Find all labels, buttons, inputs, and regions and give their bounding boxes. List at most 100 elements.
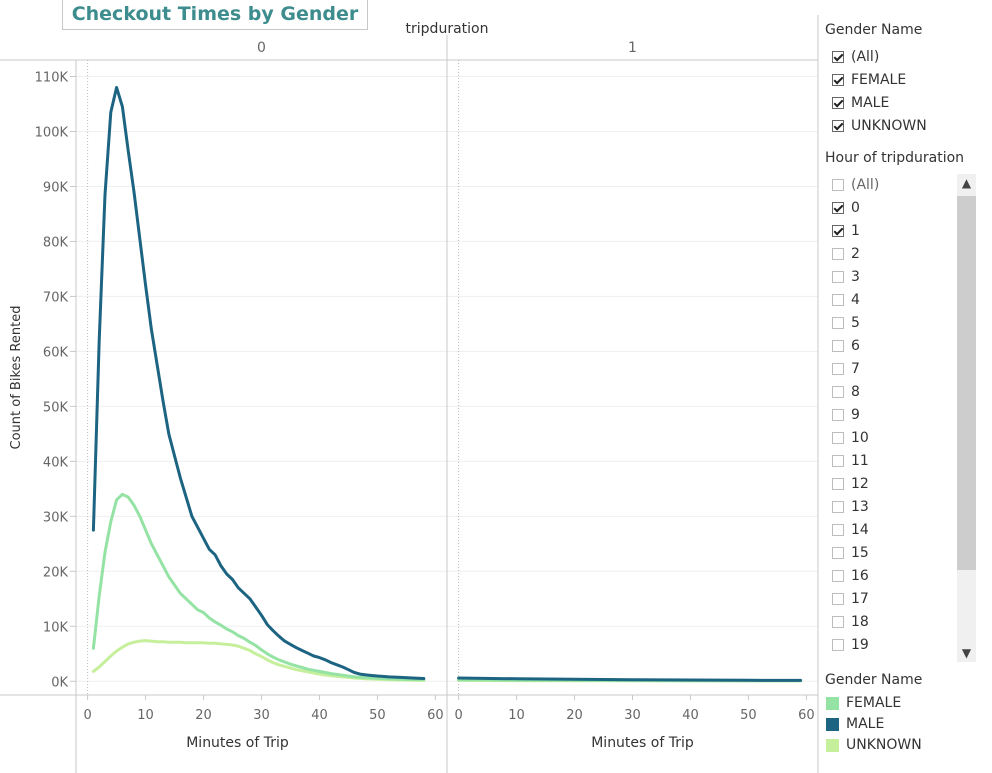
checkbox-label: 14 <box>851 522 869 538</box>
hour-filter-item[interactable]: 16 <box>832 566 869 586</box>
checkbox-checked-icon[interactable] <box>832 51 844 63</box>
checkbox-unchecked-icon[interactable] <box>832 455 844 467</box>
hour-filter-item[interactable]: 7 <box>832 359 860 379</box>
hour-filter-item[interactable]: 5 <box>832 313 860 333</box>
title-box: Checkout Times by Gender <box>62 0 368 30</box>
hour-filter-item[interactable]: 10 <box>832 428 869 448</box>
y-tick-label: 90K <box>43 180 69 195</box>
panel-header-0: 0 <box>257 40 266 56</box>
hour-filter-item[interactable]: 19 <box>832 635 869 655</box>
color-legend-title: Gender Name <box>825 672 923 688</box>
hour-filter-item[interactable]: 15 <box>832 543 869 563</box>
checkbox-label: 12 <box>851 476 869 492</box>
hour-filter-item[interactable]: 18 <box>832 612 869 632</box>
checkbox-unchecked-icon[interactable] <box>832 409 844 421</box>
hour-filter-item[interactable]: 13 <box>832 497 869 517</box>
x-tick-label: 40 <box>682 708 699 723</box>
checkbox-label: 10 <box>851 430 869 446</box>
gender-filter-item[interactable]: MALE <box>832 93 889 113</box>
hour-filter-item[interactable]: 4 <box>832 290 860 310</box>
checkbox-checked-icon[interactable] <box>832 202 844 214</box>
hour-filter-title: Hour of tripduration <box>825 150 965 166</box>
filter-panel: Gender Name (All) FEMALE MALE UNKNOWN Hour … <box>820 0 992 773</box>
scroll-up-icon[interactable]: ▲ <box>961 176 972 190</box>
panel-header-1: 1 <box>628 40 637 56</box>
hour-filter-item[interactable]: 6 <box>832 336 860 356</box>
checkbox-unchecked-icon[interactable] <box>832 593 844 605</box>
checkbox-unchecked-icon[interactable] <box>832 179 844 191</box>
x-tick-label: 60 <box>798 708 815 723</box>
checkbox-unchecked-icon[interactable] <box>832 271 844 283</box>
hour-filter-item[interactable]: 2 <box>832 244 860 264</box>
checkbox-unchecked-icon[interactable] <box>832 478 844 490</box>
checkbox-unchecked-icon[interactable] <box>832 501 844 513</box>
hour-filter-item[interactable]: 9 <box>832 405 860 425</box>
x-tick-label: 50 <box>740 708 757 723</box>
series-line-unknown-panel-0 <box>91 639 426 682</box>
legend-item[interactable]: FEMALE <box>826 693 901 713</box>
checkbox-label: 7 <box>851 361 860 377</box>
hour-filter-item[interactable]: 1 <box>832 221 860 241</box>
x-tick-label: 10 <box>508 708 525 723</box>
hour-filter-item[interactable]: 17 <box>832 589 869 609</box>
x-tick-label: 60 <box>427 708 444 723</box>
checkbox-checked-icon[interactable] <box>832 74 844 86</box>
checkbox-unchecked-icon[interactable] <box>832 639 844 651</box>
checkbox-label: 1 <box>851 223 860 239</box>
hour-filter-list[interactable]: (All) 0 1 2 3 4 5 6 7 8 9 10 11 12 13 14 15 16 17 18 19 <box>820 174 956 662</box>
checkbox-label: 18 <box>851 614 869 630</box>
gender-filter-item[interactable]: (All) <box>832 47 879 67</box>
x-tick-label: 20 <box>566 708 583 723</box>
checkbox-unchecked-icon[interactable] <box>832 317 844 329</box>
checkbox-label: 17 <box>851 591 869 607</box>
chart-title: Checkout Times by Gender <box>71 3 359 25</box>
checkbox-unchecked-icon[interactable] <box>832 570 844 582</box>
checkbox-checked-icon[interactable] <box>832 225 844 237</box>
checkbox-unchecked-icon[interactable] <box>832 432 844 444</box>
legend-swatch <box>826 738 839 752</box>
checkbox-checked-icon[interactable] <box>832 120 844 132</box>
hour-filter-scrollbar[interactable]: ▲ ▼ <box>957 174 976 662</box>
checkbox-label: MALE <box>851 95 890 111</box>
series-line-male-panel-0 <box>91 86 426 680</box>
checkbox-unchecked-icon[interactable] <box>832 547 844 559</box>
hour-filter-item[interactable]: 0 <box>832 198 860 218</box>
checkbox-unchecked-icon[interactable] <box>832 248 844 260</box>
checkbox-unchecked-icon[interactable] <box>832 340 844 352</box>
x-tick-label: 40 <box>311 708 328 723</box>
gender-filter-item[interactable]: UNKNOWN <box>832 116 927 136</box>
legend-item[interactable]: MALE <box>826 714 884 734</box>
checkbox-unchecked-icon[interactable] <box>832 294 844 306</box>
x-tick-label: 50 <box>369 708 386 723</box>
y-tick-label: 10K <box>43 620 69 635</box>
x-tick-label: 20 <box>195 708 212 723</box>
y-tick-label: 80K <box>43 235 69 250</box>
hour-filter-item[interactable]: 14 <box>832 520 869 540</box>
checkbox-unchecked-icon[interactable] <box>832 616 844 628</box>
checkbox-label: 8 <box>851 384 860 400</box>
hour-filter-item[interactable]: 8 <box>832 382 860 402</box>
checkbox-unchecked-icon[interactable] <box>832 524 844 536</box>
hour-filter-item[interactable]: 12 <box>832 474 869 494</box>
hour-filter-item[interactable]: 3 <box>832 267 860 287</box>
y-tick-label: 0K <box>51 675 68 690</box>
scroll-thumb[interactable] <box>957 196 976 570</box>
checkbox-unchecked-icon[interactable] <box>832 363 844 375</box>
checkbox-label: 11 <box>851 453 869 469</box>
checkbox-unchecked-icon[interactable] <box>832 386 844 398</box>
checkbox-label: 19 <box>851 637 869 653</box>
gender-filter-item[interactable]: FEMALE <box>832 70 906 90</box>
y-axis-label: Count of Bikes Rented <box>9 306 24 450</box>
x-axis-label: Minutes of Trip <box>186 735 289 751</box>
checkbox-checked-icon[interactable] <box>832 97 844 109</box>
checkbox-label: 16 <box>851 568 869 584</box>
legend-item[interactable]: UNKNOWN <box>826 735 922 755</box>
scroll-down-icon[interactable]: ▼ <box>961 646 972 660</box>
y-tick-label: 30K <box>43 510 69 525</box>
y-tick-label: 20K <box>43 565 69 580</box>
hour-filter-item[interactable]: (All) <box>832 175 879 195</box>
hour-filter-item[interactable]: 11 <box>832 451 869 471</box>
checkbox-label: 3 <box>851 269 860 285</box>
checkbox-label: 0 <box>851 200 860 216</box>
legend-label: FEMALE <box>846 695 902 711</box>
